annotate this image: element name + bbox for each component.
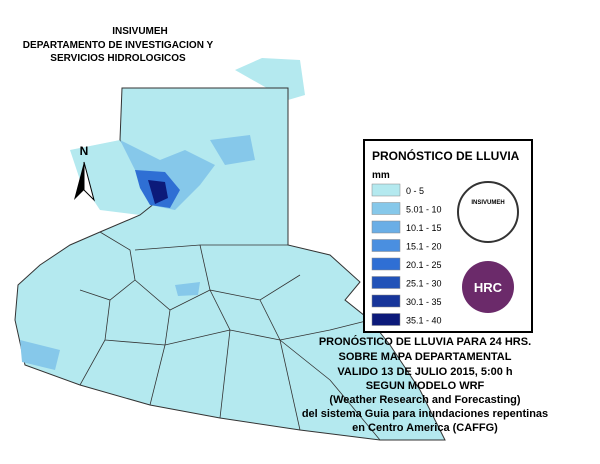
legend-title: PRONÓSTICO DE LLUVIA — [372, 148, 520, 163]
legend-label: 5.01 - 10 — [406, 205, 442, 215]
caption-line: PRONÓSTICO DE LLUVIA PARA 24 HRS. — [319, 335, 531, 348]
caption-line: VALIDO 13 DE JULIO 2015, 5:00 h — [337, 366, 513, 378]
legend-swatch — [371, 294, 401, 308]
arrow-right — [83, 161, 95, 202]
caption-line: SEGUN MODELO WRF — [366, 380, 485, 392]
legend-label: 0 - 5 — [406, 186, 424, 196]
caption-line: en Centro America (CAFFG) — [352, 422, 498, 434]
arrow-left — [74, 162, 84, 200]
legend-swatch — [371, 202, 401, 215]
north-label: N — [80, 144, 89, 158]
legend-swatch — [371, 220, 401, 234]
logo-label: INSIVUMEH — [471, 200, 504, 206]
legend-label: 15.1 - 20 — [406, 242, 442, 252]
legend-swatch — [371, 239, 401, 252]
caption-line: SOBRE MAPA DEPARTAMENTAL — [339, 351, 512, 363]
legend-unit: mm — [372, 170, 390, 181]
mexico-area — [70, 140, 165, 215]
rain-area — [148, 180, 168, 204]
legend: PRONÓSTICO DE LLUVIA mm INSIVUMEH HRC 0 … — [363, 139, 533, 333]
header-line: SERVICIOS HIDROLOGICOS — [50, 53, 186, 64]
legend-label: 30.1 - 35 — [406, 297, 442, 307]
legend-label: 10.1 - 15 — [406, 223, 442, 233]
map — [14, 58, 446, 441]
legend-swatch — [371, 276, 401, 289]
legend-swatch — [371, 183, 401, 197]
header-line: DEPARTAMENTO DE INVESTIGACION Y — [23, 40, 214, 51]
legend-swatch — [371, 313, 401, 326]
department-borders — [79, 231, 381, 441]
legend-label: 25.1 - 30 — [406, 279, 442, 289]
legend-label: 20.1 - 25 — [406, 260, 442, 270]
rain-area — [20, 340, 60, 370]
legend-label: 35.1 - 40 — [406, 316, 442, 326]
caption-line: (Weather Research and Forecasting) — [329, 394, 520, 406]
caption-line: del sistema Guia para inundaciones repen… — [302, 408, 548, 420]
logo — [462, 261, 514, 313]
logo — [457, 181, 519, 243]
rain-area — [175, 282, 200, 296]
header: INSIVUMEH DEPARTAMENTO DE INVESTIGACION … — [23, 26, 214, 64]
legend-swatch — [371, 257, 401, 271]
caption: PRONÓSTICO DE LLUVIA PARA 24 HRS. SOBRE … — [302, 335, 548, 434]
header-line: INSIVUMEH — [112, 26, 168, 37]
rain-area — [210, 135, 255, 165]
north-arrow: N — [74, 144, 95, 202]
logo-label: HRC — [474, 280, 503, 295]
